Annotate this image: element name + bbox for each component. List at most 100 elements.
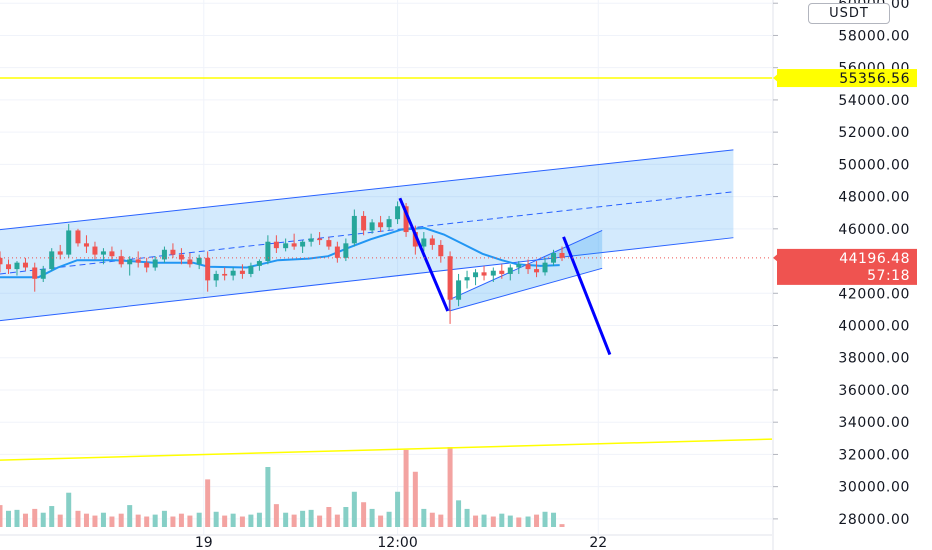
candle-body xyxy=(525,264,531,270)
candles xyxy=(0,201,565,324)
volume-bar xyxy=(300,510,306,527)
volume-bar xyxy=(343,507,349,527)
candle-body xyxy=(412,232,418,247)
volume-bar xyxy=(178,513,184,527)
moving-average xyxy=(0,226,560,279)
price-tick-label: 42000.00 xyxy=(838,286,910,302)
short-channel-lower[interactable] xyxy=(449,267,603,312)
candle-body xyxy=(83,243,89,247)
volume-bar xyxy=(464,508,470,527)
candle-body xyxy=(135,259,141,263)
channel-upper-line[interactable] xyxy=(0,149,734,231)
volume-bar xyxy=(317,515,323,527)
candle-body xyxy=(248,265,254,274)
overlay-lines[interactable] xyxy=(0,77,773,461)
volume-bar xyxy=(161,510,167,527)
volume-bar xyxy=(75,510,81,527)
time-tick-label: 12:00 xyxy=(377,535,417,550)
short-channel-fill xyxy=(449,230,603,312)
candle-body xyxy=(291,243,297,247)
candle-body xyxy=(456,280,462,300)
price-badge xyxy=(777,248,917,285)
candle-body xyxy=(481,272,487,276)
volume-bar xyxy=(196,512,202,527)
candle-body xyxy=(464,277,470,281)
price-tick-label: 54000.00 xyxy=(838,93,910,109)
candle-body xyxy=(559,252,565,258)
volume-bar xyxy=(403,449,409,527)
volume-bar xyxy=(361,502,367,527)
candle-body xyxy=(534,269,540,273)
volume-bar xyxy=(0,505,3,527)
candle-body xyxy=(222,273,228,276)
volume-bar xyxy=(481,514,487,527)
volume-bar xyxy=(438,514,444,527)
candle-body xyxy=(144,262,150,268)
candle-body xyxy=(196,257,202,265)
candle-body xyxy=(516,264,522,268)
volume-bar xyxy=(135,514,141,527)
candle-body xyxy=(152,259,158,268)
trend-line[interactable] xyxy=(0,438,773,461)
projection-line[interactable] xyxy=(398,197,450,312)
candle-body xyxy=(239,270,245,274)
time-axis-bg xyxy=(0,535,772,550)
volume-bar xyxy=(5,510,11,527)
candle-body xyxy=(92,246,98,255)
candle-body xyxy=(109,251,115,257)
long-channel[interactable] xyxy=(0,149,734,322)
volume-bar xyxy=(516,517,522,527)
volume-bars xyxy=(0,447,565,527)
volume-bar xyxy=(551,512,557,527)
candle-body xyxy=(473,272,479,278)
volume-bar xyxy=(265,467,271,527)
candle-body xyxy=(447,256,453,300)
candle-body xyxy=(118,256,124,265)
volume-bar xyxy=(239,516,245,527)
candle-body xyxy=(421,238,427,247)
volume-bar xyxy=(429,512,435,527)
moving-average-line xyxy=(0,226,560,279)
time-axis[interactable]: 19 12:00 22 xyxy=(0,534,772,550)
volume-bar xyxy=(326,507,332,527)
level-badge xyxy=(777,69,917,88)
volume-bar xyxy=(57,514,63,527)
time-tick-label: 19 xyxy=(195,535,213,550)
candle-body xyxy=(386,219,392,228)
price-axis[interactable]: 60000.0058000.0056000.0054000.0052000.00… xyxy=(772,0,932,550)
price-tick-label: 46000.00 xyxy=(838,222,910,238)
candle-body xyxy=(40,269,46,279)
candle-body xyxy=(499,270,505,274)
volume-bar xyxy=(205,479,211,527)
projection-line[interactable] xyxy=(562,236,612,356)
volume-bar xyxy=(273,504,279,527)
currency-selector[interactable]: USDT xyxy=(808,3,890,24)
volume-bar xyxy=(351,491,357,527)
volume-bar xyxy=(542,511,548,527)
volume-bar xyxy=(100,512,106,527)
volume-bar xyxy=(256,512,262,527)
volume-bar xyxy=(473,515,479,527)
volume-bar xyxy=(395,491,401,527)
candle-body xyxy=(343,243,349,258)
volume-bar xyxy=(118,513,124,527)
price-tick-label: 34000.00 xyxy=(838,415,910,431)
volume-bar xyxy=(334,514,340,527)
volume-bar xyxy=(421,508,427,527)
price-tick-label: 48000.00 xyxy=(838,190,910,206)
countdown-label: 57:18 xyxy=(867,268,910,284)
volume-bar xyxy=(283,512,289,527)
price-tick-label: 52000.00 xyxy=(838,125,910,141)
volume-bar xyxy=(386,511,392,527)
candle-body xyxy=(542,262,548,273)
candle-body xyxy=(230,270,236,276)
candle-body xyxy=(0,257,3,265)
channel-lower-line[interactable] xyxy=(0,237,734,322)
candle-body xyxy=(32,267,38,279)
price-tick-label: 40000.00 xyxy=(838,319,910,335)
volume-bar xyxy=(152,514,158,527)
volume-bar xyxy=(378,515,384,527)
volume-bar xyxy=(248,514,254,527)
